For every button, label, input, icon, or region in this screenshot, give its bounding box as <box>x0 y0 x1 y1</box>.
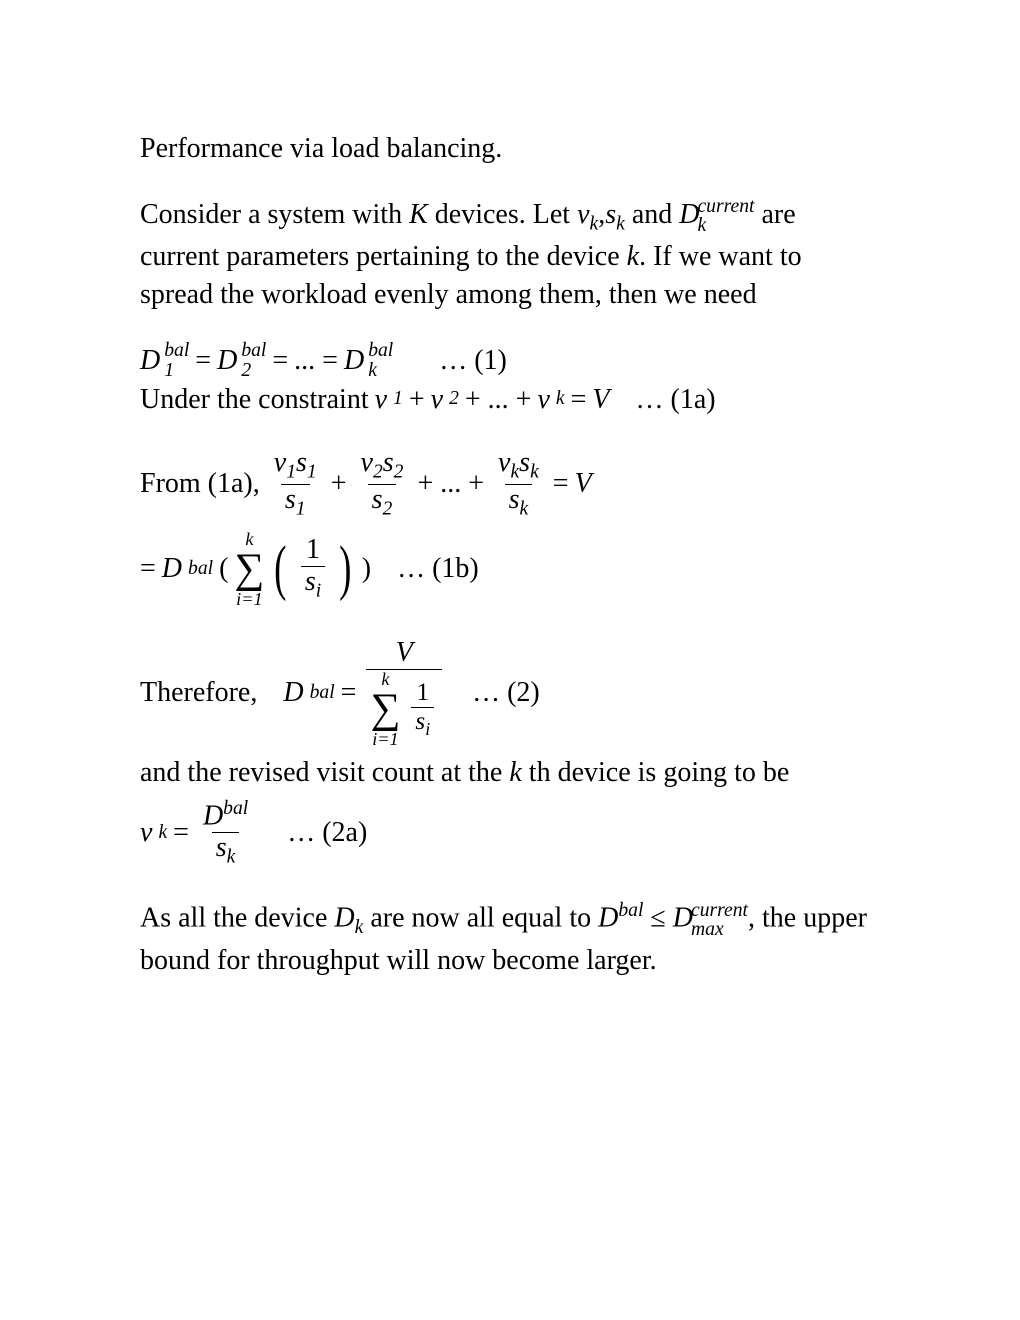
equation-1: Dbal1 = Dbal2 = ... = Dbalk … (1) <box>140 341 880 380</box>
text: Performance via load balancing. <box>140 133 502 164</box>
text: devices. Let <box>428 199 577 230</box>
fraction: v1s1 s1 <box>270 448 321 519</box>
equation-from-1a: From (1a), v1s1 s1 + v2s2 s2 + ... + vks… <box>140 448 880 519</box>
text: Consider a system with <box>140 199 409 230</box>
fraction: v2s2 s2 <box>357 448 408 519</box>
fraction: V k ∑ i=1 1 si <box>366 638 442 748</box>
equation-1b: = Dbal ( k ∑ i=1 ( 1 si ) ) … (1b) <box>140 530 880 608</box>
sub-k: k <box>616 213 625 234</box>
equation-1b-block: From (1a), v1s1 s1 + v2s2 s2 + ... + vks… <box>140 448 880 608</box>
paragraph-title: Performance via load balancing. <box>140 130 880 168</box>
left-paren-icon: ( <box>274 544 286 593</box>
var-s: s <box>605 199 616 230</box>
eq-tag: … (1a) <box>636 381 716 419</box>
right-paren-icon: ) <box>339 544 351 593</box>
fraction: Dbal sk <box>199 798 252 868</box>
eq-tag: … (2a) <box>287 814 367 852</box>
eq-tag: … (1) <box>439 342 507 380</box>
equation-1-block: Dbal1 = Dbal2 = ... = Dbalk … (1) Under … <box>140 341 880 418</box>
document-page: Performance via load balancing. Consider… <box>0 0 1020 980</box>
sub-k: k <box>590 213 599 234</box>
equation-2-block: Therefore, Dbal = V k ∑ i=1 1 si … <box>140 638 880 868</box>
equation-2: Therefore, Dbal = V k ∑ i=1 1 si … <box>140 638 880 748</box>
fraction: 1 si <box>301 535 325 602</box>
supsub: currentk <box>697 197 754 236</box>
paragraph-final: As all the device Dk are now all equal t… <box>140 898 880 979</box>
fraction: 1 si <box>411 679 434 739</box>
paragraph-intro: Consider a system with K devices. Let vk… <box>140 196 880 314</box>
eq-tag: … (1b) <box>397 550 479 588</box>
equation-1a: Under the constraint v1 + v2 + ... + vk … <box>140 381 880 419</box>
var-v: v <box>577 199 589 230</box>
summation: k ∑ i=1 <box>234 530 264 608</box>
text: and <box>625 199 679 230</box>
equation-2a: vk = Dbal sk … (2a) <box>140 798 880 868</box>
summation: k ∑ i=1 <box>370 670 400 748</box>
var-k: k <box>627 241 639 272</box>
eq-tag: … (2) <box>472 674 540 712</box>
var-D: D <box>679 199 699 230</box>
var-K: K <box>409 199 428 230</box>
paragraph-after-2: and the revised visit count at the k th … <box>140 754 880 792</box>
fraction: vksk sk <box>494 448 543 519</box>
